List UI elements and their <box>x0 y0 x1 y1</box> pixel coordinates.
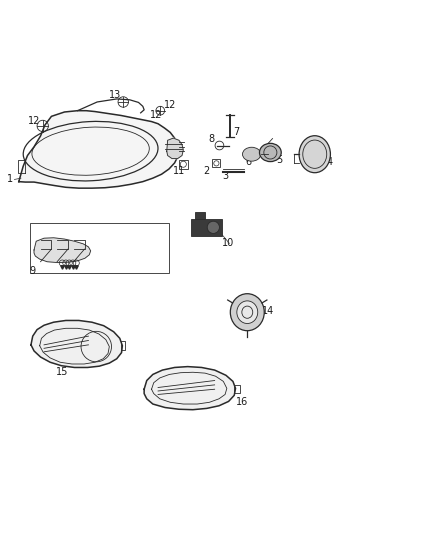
Ellipse shape <box>237 301 258 324</box>
Text: 4: 4 <box>326 157 332 167</box>
Text: 6: 6 <box>246 157 252 167</box>
Text: 5: 5 <box>276 155 282 165</box>
Bar <box>179 160 187 168</box>
Text: 12: 12 <box>150 110 162 120</box>
Text: 7: 7 <box>233 127 240 138</box>
Text: 2: 2 <box>203 166 209 176</box>
Ellipse shape <box>299 136 330 173</box>
Text: 16: 16 <box>236 397 248 407</box>
Polygon shape <box>31 320 122 367</box>
Ellipse shape <box>243 147 261 161</box>
Bar <box>195 212 205 219</box>
Text: 10: 10 <box>222 238 234 247</box>
Text: 3: 3 <box>223 171 229 181</box>
Bar <box>30 223 169 273</box>
Text: 9: 9 <box>30 266 36 276</box>
Text: 13: 13 <box>110 91 121 100</box>
Text: 12: 12 <box>164 100 177 110</box>
Polygon shape <box>34 238 91 263</box>
Text: 14: 14 <box>261 306 274 316</box>
Bar <box>191 219 222 236</box>
Text: 11: 11 <box>173 166 185 176</box>
Polygon shape <box>167 138 184 158</box>
Polygon shape <box>144 367 236 410</box>
Text: 8: 8 <box>208 134 214 144</box>
Text: 1: 1 <box>7 174 13 184</box>
Ellipse shape <box>230 294 264 330</box>
Bar <box>212 159 220 167</box>
Ellipse shape <box>259 143 281 161</box>
Text: 12: 12 <box>28 116 40 126</box>
Circle shape <box>207 221 219 233</box>
Polygon shape <box>19 111 179 188</box>
Text: 15: 15 <box>56 367 68 377</box>
